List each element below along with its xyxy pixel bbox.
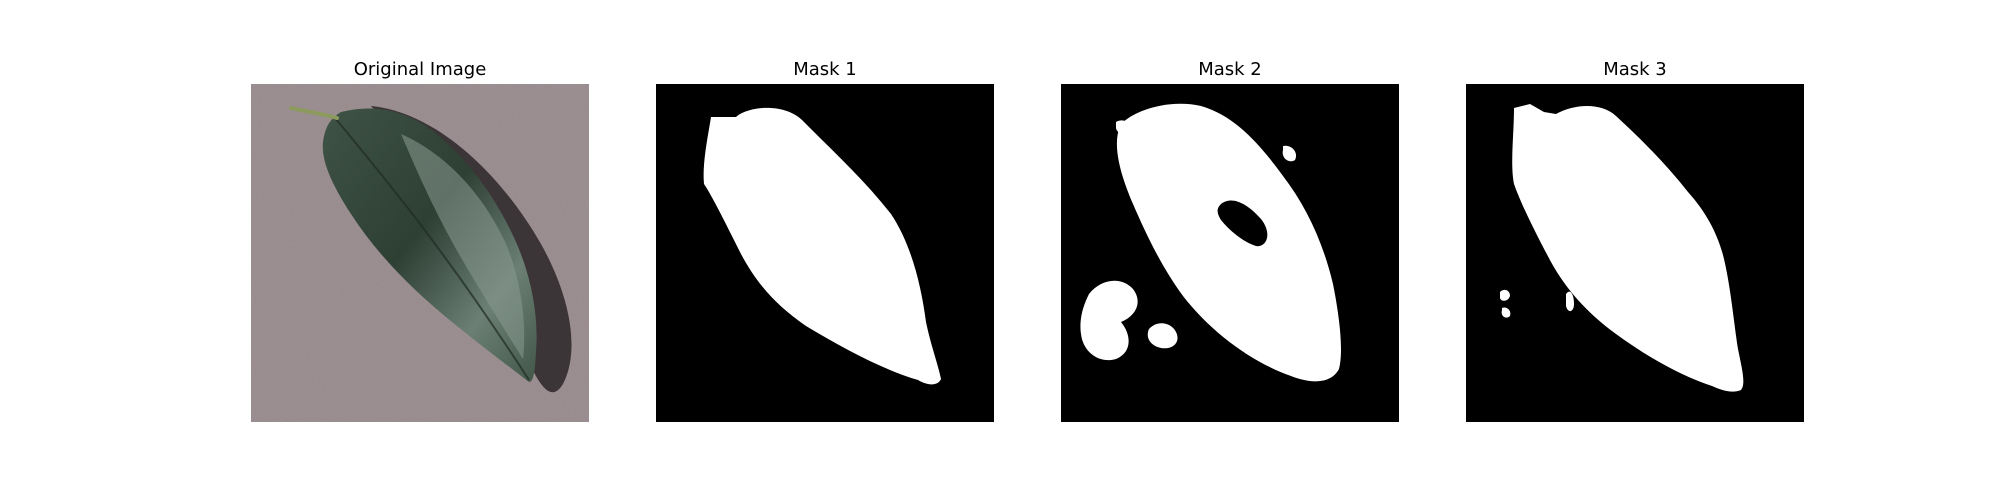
mask-1-image <box>656 84 994 422</box>
mask-2-leaf-region <box>1116 103 1341 382</box>
mask-1-title: Mask 1 <box>793 59 857 80</box>
mask-3-leaf-region <box>1512 104 1744 392</box>
mask-3-notch <box>1554 114 1564 124</box>
original-image <box>251 84 589 422</box>
mask-2-speckle-top-left <box>1116 120 1130 134</box>
mask-2-graphic <box>1061 84 1399 422</box>
leaf-midrib <box>335 118 530 381</box>
mask-3-speck-center <box>1566 291 1574 312</box>
leaf-photo <box>251 84 589 422</box>
mask-3-speck-left <box>1500 289 1510 301</box>
leaf-stem <box>289 106 339 120</box>
mask-3-panel: Mask 3 <box>1466 57 1804 428</box>
mask-1-leaf-region <box>703 107 941 385</box>
original-image-panel: Original Image <box>251 57 589 428</box>
mask-3-title: Mask 3 <box>1603 59 1667 80</box>
mask-3-speck-left-2 <box>1501 307 1511 318</box>
mask-1-panel: Mask 1 <box>656 57 994 428</box>
mask-2-panel: Mask 2 <box>1061 57 1399 428</box>
mask-1-graphic <box>656 84 994 422</box>
leaf-body <box>322 108 537 383</box>
mask-3-graphic <box>1466 84 1804 422</box>
mask-2-speckle-right <box>1282 145 1297 162</box>
mask-2-blob-left <box>1080 280 1138 361</box>
mask-2-image <box>1061 84 1399 422</box>
mask-2-title: Mask 2 <box>1198 59 1262 80</box>
leaf-highlight <box>401 134 525 359</box>
mask-2-blob-bottom <box>1147 323 1178 349</box>
mask-3-image <box>1466 84 1804 422</box>
original-image-title: Original Image <box>353 59 487 80</box>
